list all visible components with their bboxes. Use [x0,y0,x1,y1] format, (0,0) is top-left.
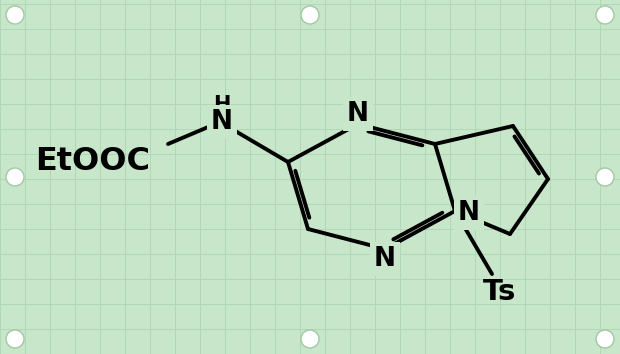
Circle shape [6,6,24,24]
Circle shape [6,330,24,348]
Circle shape [301,330,319,348]
Circle shape [6,168,24,186]
Circle shape [301,6,319,24]
Text: N: N [211,109,233,135]
Text: EtOOC: EtOOC [35,147,150,177]
Circle shape [596,168,614,186]
Circle shape [596,330,614,348]
Text: N: N [458,200,480,226]
Text: N: N [347,101,369,127]
Circle shape [596,6,614,24]
Text: Ts: Ts [484,278,516,306]
Text: N: N [374,246,396,272]
Text: H: H [213,95,231,115]
